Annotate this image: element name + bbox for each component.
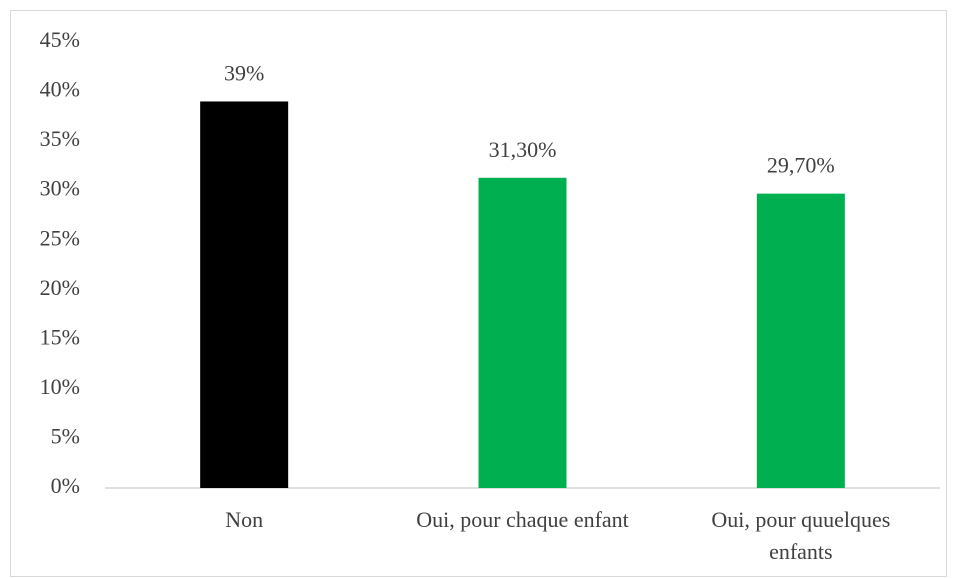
y-tick-label: 15% xyxy=(40,324,80,349)
bar xyxy=(200,101,289,488)
y-tick-label: 40% xyxy=(40,77,80,102)
y-tick-label: 25% xyxy=(40,225,80,250)
y-tick-label: 0% xyxy=(51,473,80,498)
x-tick-label: Oui, pour quuelques enfants xyxy=(711,507,891,564)
y-tick-label: 5% xyxy=(51,423,80,448)
x-tick-label: Oui, pour chaque enfant xyxy=(416,507,629,532)
y-tick-label: 45% xyxy=(40,27,80,52)
bar xyxy=(478,177,567,488)
y-tick-label: 20% xyxy=(40,275,80,300)
value-label: 31,30% xyxy=(489,137,557,162)
y-tick-label: 10% xyxy=(40,374,80,399)
value-label: 29,70% xyxy=(767,153,835,178)
x-tick-label: Non xyxy=(225,507,264,532)
bar xyxy=(756,193,845,488)
y-tick-label: 35% xyxy=(40,126,80,151)
value-label: 39% xyxy=(224,61,264,86)
chart-border xyxy=(10,10,947,577)
y-tick-label: 30% xyxy=(40,176,80,201)
